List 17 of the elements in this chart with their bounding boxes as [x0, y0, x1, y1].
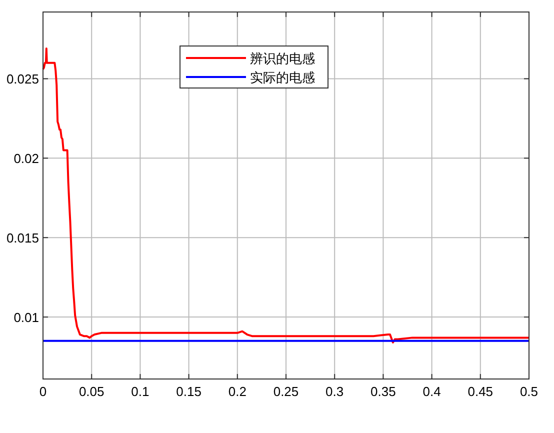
x-tick-label: 0.05 [78, 384, 104, 399]
x-tick-label: 0.4 [422, 384, 441, 399]
x-tick-label: 0.5 [520, 384, 538, 399]
y-tick-label: 0.01 [14, 310, 39, 326]
x-tick-label: 0.2 [228, 384, 246, 399]
x-tick-label: 0.25 [273, 384, 299, 399]
y-tick-label: 0.02 [14, 151, 39, 166]
x-tick-label: 0.45 [468, 384, 494, 399]
x-tick-label: 0.1 [131, 384, 150, 399]
legend-label: 辨识的电感 [250, 51, 315, 66]
x-tick-label: 0.15 [176, 384, 202, 399]
x-tick-label: 0.35 [370, 384, 396, 399]
x-tick-label: 0.3 [326, 384, 344, 399]
y-tick-label: 0.015 [6, 230, 39, 246]
y-tick-label: 0.025 [6, 72, 39, 87]
x-tick-label: 0 [39, 384, 47, 399]
legend-label: 实际的电感 [250, 70, 315, 85]
